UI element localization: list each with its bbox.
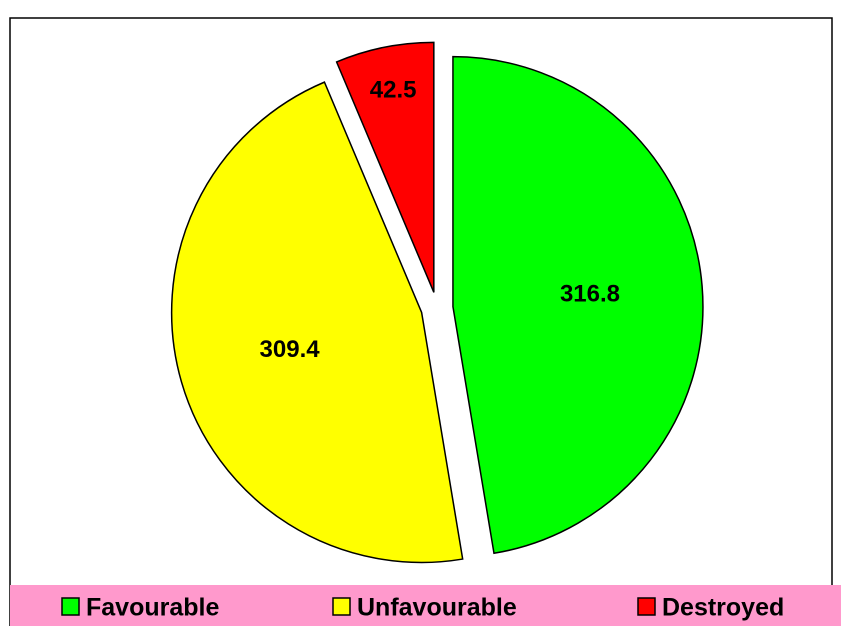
pie-slice (335, 41, 435, 293)
legend-label: Unfavourable (357, 594, 517, 622)
legend-label: Favourable (86, 594, 219, 622)
legend-label: Destroyed (662, 594, 784, 622)
data-label: 42.5 (370, 77, 417, 104)
legend-swatch (61, 597, 80, 616)
pie-slice (452, 55, 704, 555)
legend-swatch (332, 597, 351, 616)
legend-band (10, 585, 841, 626)
legend-swatch (637, 597, 656, 616)
data-label: 316.8 (560, 281, 620, 308)
data-label: 309.4 (260, 336, 321, 363)
pie-slice (170, 81, 464, 564)
